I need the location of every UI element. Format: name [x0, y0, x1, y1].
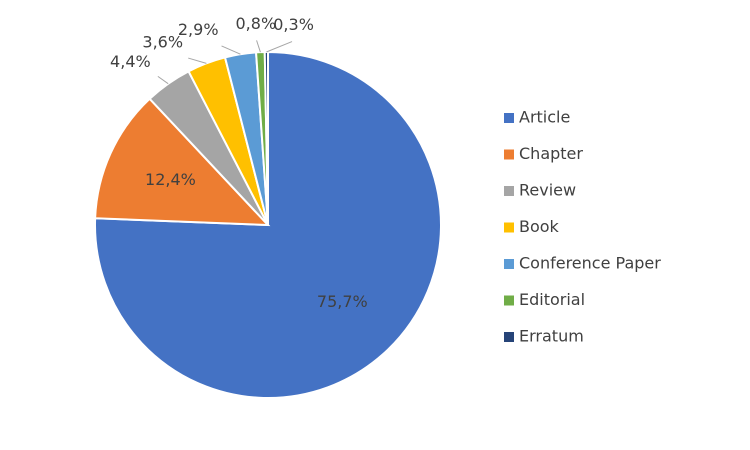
leader-line: [266, 41, 293, 53]
legend-label: Article: [519, 108, 570, 127]
legend-label: Chapter: [519, 144, 583, 163]
legend-swatch: [504, 332, 514, 342]
data-labels: 75,7% 12,4% 4,4%3,6%2,9% 0,8%0,3%: [110, 14, 368, 311]
data-label: 2,9%: [178, 20, 219, 39]
data-label: 0,3%: [273, 15, 314, 34]
legend-label: Editorial: [519, 290, 585, 309]
legend-swatch: [504, 295, 514, 306]
leader-line: [157, 75, 169, 85]
legend-label: Conference Paper: [519, 254, 661, 273]
legend-swatch: [504, 186, 514, 196]
data-label: 12,4%: [145, 170, 196, 189]
legend-label: Erratum: [519, 327, 584, 346]
pie: [94, 50, 442, 399]
data-label: 0,8%: [236, 14, 277, 33]
leader-line: [188, 57, 207, 64]
leader-line: [256, 40, 261, 53]
legend-swatch: [504, 113, 514, 123]
data-label: 3,6%: [142, 33, 183, 52]
legend-swatch: [504, 222, 514, 233]
legend: Article Chapter Review Book Conference Paper…: [504, 108, 661, 346]
legend-label: Book: [519, 217, 560, 236]
legend-label: Review: [519, 181, 576, 200]
pie-slice: [263, 50, 269, 226]
data-label: 75,7%: [317, 292, 368, 311]
legend-swatch: [504, 149, 514, 160]
leader-line: [221, 45, 241, 55]
data-label: 4,4%: [110, 52, 151, 71]
legend-swatch: [504, 259, 514, 269]
pie-slice: [94, 97, 271, 227]
